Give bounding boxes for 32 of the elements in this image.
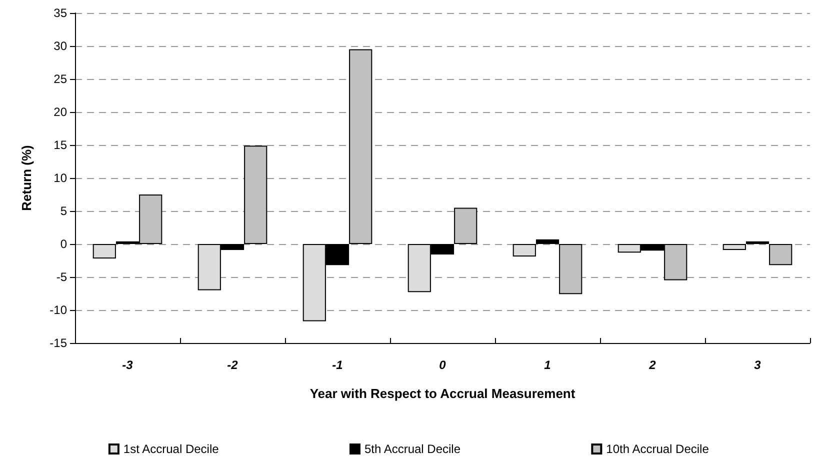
legend-label: 1st Accrual Decile <box>123 442 220 456</box>
legend-label: 5th Accrual Decile <box>364 442 461 456</box>
x-tick-label: -3 <box>122 358 134 372</box>
y-tick-label: -5 <box>56 270 68 284</box>
bar <box>769 244 792 266</box>
legend-label: 10th Accrual Decile <box>606 442 710 456</box>
y-tick-label: 5 <box>60 204 68 218</box>
x-axis-title: Year with Respect to Accrual Measurement <box>310 386 576 401</box>
y-tick-label: 20 <box>54 105 68 119</box>
y-tick-label: 10 <box>54 171 68 185</box>
y-tick-label: -10 <box>50 303 68 317</box>
y-tick-label: 0 <box>60 237 68 251</box>
y-tick-label: 35 <box>54 6 68 20</box>
bar <box>559 244 582 294</box>
bar <box>92 244 116 259</box>
x-tick-label: 1 <box>544 358 552 372</box>
y-tick-label: 25 <box>54 72 68 86</box>
x-tick-label: 2 <box>648 358 656 372</box>
bar <box>349 49 372 244</box>
x-tick-label: 3 <box>754 358 762 372</box>
y-tick-label: 15 <box>54 138 68 152</box>
y-tick-label: -15 <box>50 336 68 350</box>
y-axis-title: Return (%) <box>19 145 34 211</box>
x-tick-label: -1 <box>332 358 344 372</box>
bar <box>722 244 746 250</box>
bar <box>512 244 536 257</box>
x-tick-label: 0 <box>439 358 446 372</box>
x-tick-label: -2 <box>227 358 238 372</box>
bar <box>244 146 268 244</box>
bar <box>454 208 478 244</box>
bar <box>536 239 560 244</box>
y-tick-label: 30 <box>54 39 68 53</box>
